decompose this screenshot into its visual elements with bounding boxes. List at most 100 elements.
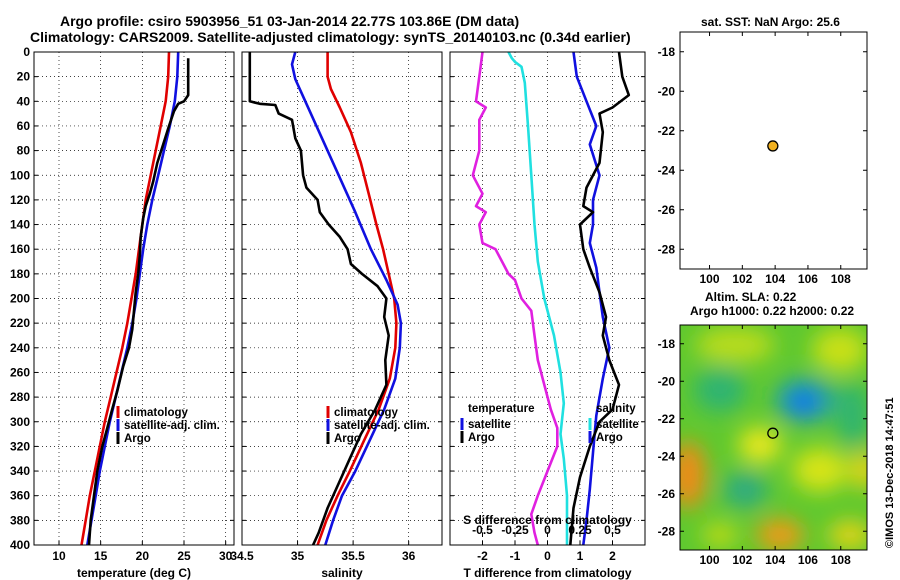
x-axis-label: salinity: [321, 566, 363, 580]
depth-tick-label: 400: [10, 538, 30, 552]
map-y-tick-label: -26: [658, 487, 676, 501]
sla-blob: [702, 523, 738, 547]
depth-tick-label: 200: [10, 292, 30, 306]
depth-tick-label: 220: [10, 316, 30, 330]
map-y-tick-label: -20: [658, 374, 676, 388]
x-tick-label: 1: [577, 549, 584, 563]
sst-map-panel: sat. SST: NaN Argo: 25.6 100 102 104 106 108…: [658, 15, 868, 286]
legend-label: Argo: [124, 433, 151, 445]
depth-tick-label: 0: [23, 45, 30, 59]
x-tick-label: 25: [177, 549, 191, 563]
map-y-tick-label: -18: [658, 337, 676, 351]
x-tick-label: 15: [94, 549, 108, 563]
series-line-argo: [87, 58, 190, 546]
map-y-tick-label: -24: [658, 163, 676, 177]
map-y-tick-label: -28: [658, 242, 676, 256]
temperature-panel: 0 20 40 60 80 100 120 140 160 180 200 220 240 260 280 3…: [10, 45, 235, 580]
sla-blob: [812, 328, 867, 372]
x-tick-label: 20: [136, 549, 150, 563]
x-tick-label: 0: [544, 549, 551, 563]
sla-map-axes: 100 102 104 106 108 -18 -20 -22 -24 -26 -28: [658, 325, 867, 567]
depth-tick-label: 240: [10, 341, 30, 355]
x2-tick-label: 0.5: [604, 523, 621, 537]
sst-map-axes: 100 102 104 106 108 -18 -20 -22 -24 -26 -28: [658, 32, 867, 286]
difference-panel: -2 -1 0 1 2 T difference from climatology temp…: [449, 51, 646, 580]
depth-tick-label: 120: [10, 193, 30, 207]
sla-blob: [851, 450, 867, 490]
map-y-tick-label: -22: [658, 412, 676, 426]
x2-tick-label: 0: [544, 523, 551, 537]
x2-tick-label: -0.25: [501, 523, 529, 537]
depth-tick-label: 280: [10, 390, 30, 404]
sla-blob: [680, 441, 706, 509]
map-x-tick-label: 104: [765, 272, 785, 286]
sla-map-title-line2: Argo h1000: 0.22 h2000: 0.22: [690, 304, 854, 318]
x-tick-label: 34.5: [230, 549, 254, 563]
map-x-tick-label: 100: [700, 272, 720, 286]
series-line-s-diff-argo: [572, 51, 611, 546]
x-tick-label: 35.5: [341, 549, 365, 563]
depth-tick-label: 180: [10, 267, 30, 281]
sla-blob: [723, 472, 767, 508]
map-x-tick-label: 108: [831, 272, 851, 286]
x-tick-label: 30: [219, 549, 233, 563]
x-tick-label: -2: [477, 549, 488, 563]
depth-tick-label: 80: [17, 144, 31, 158]
depth-tick-label: 160: [10, 242, 30, 256]
depth-tick-label: 380: [10, 513, 30, 527]
sla-blob: [738, 427, 782, 463]
x-tick-label: 36: [402, 549, 416, 563]
legend-label: Argo: [468, 432, 495, 444]
plot-frame: [449, 51, 646, 546]
depth-tick-label: 320: [10, 439, 30, 453]
x2-tick-label: -0.5: [472, 523, 493, 537]
argo-location-marker: [767, 427, 779, 439]
depth-tick-label: 260: [10, 365, 30, 379]
figure-title-line1: Argo profile: csiro 5903956_51 03-Jan-20…: [60, 13, 519, 29]
sla-blob: [792, 392, 814, 414]
depth-tick-label: 360: [10, 489, 30, 503]
x2-tick-label: 0.25: [568, 523, 592, 537]
map-x-tick-label: 102: [732, 553, 752, 567]
sla-map-panel: Altim. SLA: 0.22 Argo h1000: 0.22 h2000:…: [658, 290, 868, 567]
map-y-tick-label: -24: [658, 449, 676, 463]
legend-label: climatology: [334, 407, 399, 419]
plot-frame: [241, 51, 443, 546]
depth-tick-label: 20: [17, 70, 31, 84]
argo-location-marker: [767, 140, 779, 152]
depth-tick-label: 60: [17, 119, 31, 133]
legend-title-salinity: salinity: [596, 403, 636, 415]
sla-blob: [837, 381, 867, 449]
map-y-tick-label: -20: [658, 84, 676, 98]
x-tick-label: 35: [291, 549, 305, 563]
map-x-tick-label: 102: [732, 272, 752, 286]
legend-label: satellite: [596, 419, 639, 431]
series-line-t-diff-satellite: [507, 51, 569, 545]
series-line-argo: [248, 52, 391, 546]
depth-tick-label: 40: [17, 94, 31, 108]
series-line-satellite: [290, 51, 403, 546]
sst-map-title: sat. SST: NaN Argo: 25.6: [701, 15, 840, 29]
x2-axis-label: S difference from climatology: [463, 513, 632, 527]
series-line-satellite: [86, 51, 180, 546]
series-line-s-diff-satellite: [471, 51, 559, 546]
map-x-tick-label: 104: [765, 553, 785, 567]
series-line-climatology: [316, 52, 398, 546]
plot-frame: [33, 51, 235, 546]
map-x-tick-label: 108: [831, 553, 851, 567]
map-x-tick-label: 106: [798, 272, 818, 286]
sla-blob: [792, 448, 848, 492]
x-tick-label: 10: [52, 549, 66, 563]
salinity-panel: 34.5 35 35.5 36 salinity climatologysatellite…: [230, 51, 443, 580]
legend-label: Argo: [334, 433, 361, 445]
legend-label: satellite-adj. clim.: [334, 420, 430, 432]
sla-blob: [694, 368, 746, 412]
credit-text: ©IMOS 13-Dec-2018 14:47:51: [884, 397, 896, 548]
sla-map-frame: [679, 324, 868, 551]
map-x-tick-label: 106: [798, 553, 818, 567]
sla-blob: [828, 521, 867, 549]
map-y-tick-label: -18: [658, 45, 676, 59]
map-x-tick-label: 100: [700, 553, 720, 567]
legend-label: satellite: [468, 419, 511, 431]
